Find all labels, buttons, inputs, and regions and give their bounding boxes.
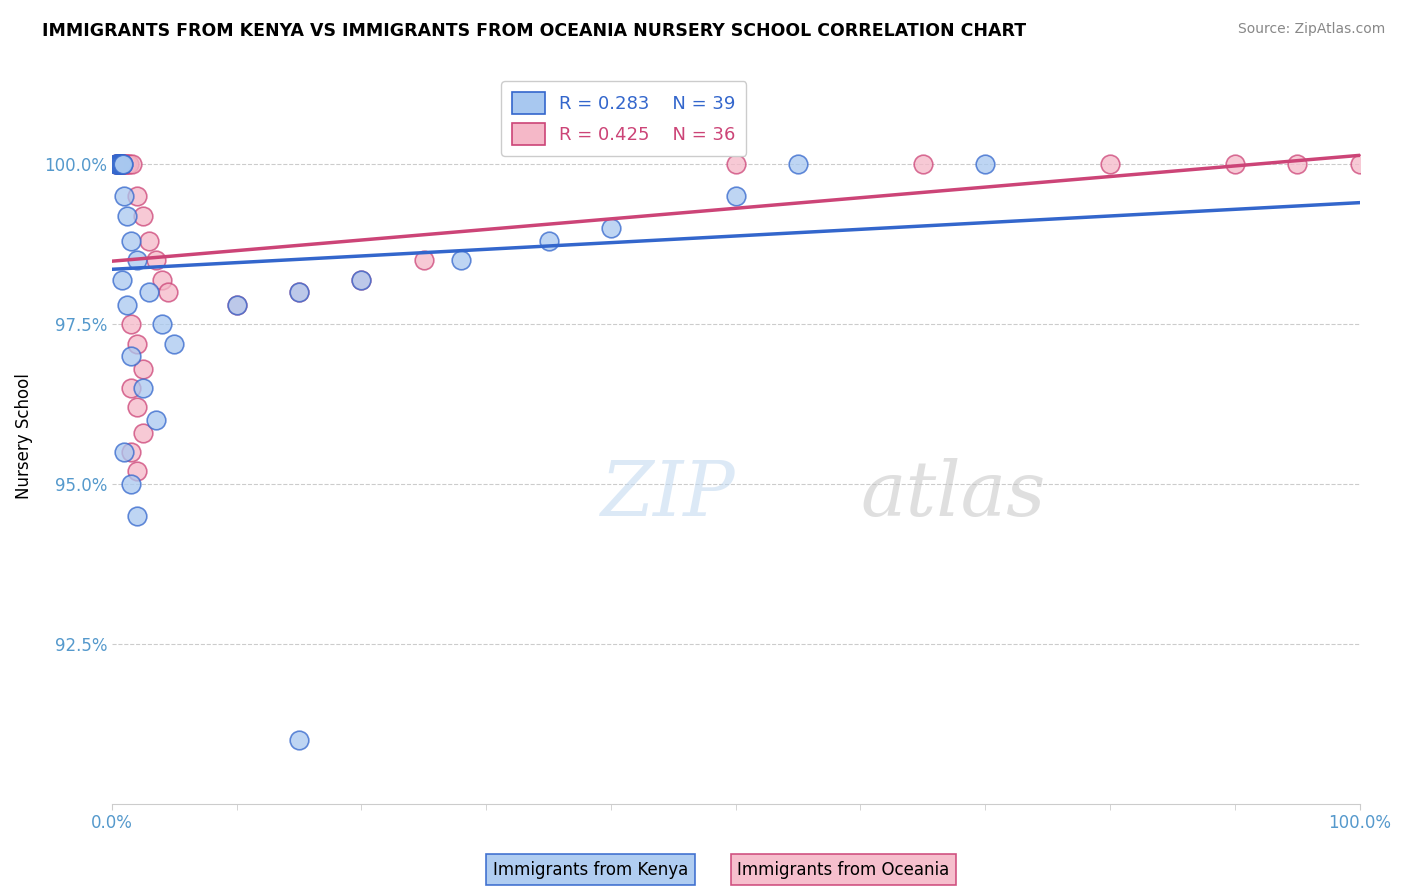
Point (111, 157, 134, 171)
Point (350, 272, 373, 286)
Point (114, 189, 136, 203)
Point (125, 253, 148, 268)
Point (974, 157, 997, 171)
Point (145, 413, 167, 427)
Point (120, 445, 142, 459)
Point (114, 445, 136, 459)
Point (288, 285, 311, 300)
Point (107, 157, 129, 171)
Point (108, 157, 131, 171)
Point (114, 157, 136, 171)
Point (107, 157, 129, 171)
Point (132, 362, 155, 376)
Point (138, 285, 160, 300)
Point (108, 157, 131, 171)
Point (138, 234, 160, 248)
Point (120, 477, 142, 491)
Text: atlas: atlas (860, 458, 1046, 533)
Text: Immigrants from Oceania: Immigrants from Oceania (738, 861, 949, 879)
Point (1098, 157, 1121, 171)
Point (111, 157, 134, 171)
Point (120, 381, 142, 395)
Point (600, 221, 623, 235)
Text: Immigrants from Kenya: Immigrants from Kenya (494, 861, 688, 879)
Point (450, 253, 472, 268)
Point (120, 318, 142, 332)
Point (132, 209, 155, 223)
Legend: R = 0.283    N = 39, R = 0.425    N = 36: R = 0.283 N = 39, R = 0.425 N = 36 (502, 81, 747, 156)
Point (412, 253, 434, 268)
Point (163, 336, 186, 351)
Point (105, 157, 128, 171)
Point (1286, 157, 1309, 171)
Point (112, 157, 135, 171)
Point (112, 157, 135, 171)
Point (537, 234, 560, 248)
Point (104, 157, 127, 171)
Text: IMMIGRANTS FROM KENYA VS IMMIGRANTS FROM OCEANIA NURSERY SCHOOL CORRELATION CHAR: IMMIGRANTS FROM KENYA VS IMMIGRANTS FROM… (42, 22, 1026, 40)
Point (1223, 157, 1246, 171)
Point (132, 381, 155, 395)
Point (125, 336, 148, 351)
Point (288, 733, 311, 747)
Point (111, 157, 134, 171)
Point (288, 285, 311, 300)
Point (125, 465, 148, 479)
Point (115, 298, 138, 312)
Point (110, 157, 132, 171)
Point (115, 209, 138, 223)
Point (115, 157, 138, 171)
Point (105, 157, 128, 171)
Point (104, 157, 127, 171)
Point (110, 157, 132, 171)
Point (121, 157, 143, 171)
Point (108, 157, 131, 171)
Text: ZIP: ZIP (602, 458, 735, 533)
Point (225, 298, 247, 312)
Point (787, 157, 810, 171)
Point (225, 298, 247, 312)
Point (132, 425, 155, 440)
Point (1348, 157, 1371, 171)
Point (125, 189, 148, 203)
Point (107, 157, 129, 171)
Point (145, 253, 167, 268)
Text: Source: ZipAtlas.com: Source: ZipAtlas.com (1237, 22, 1385, 37)
Point (120, 234, 142, 248)
Point (724, 157, 747, 171)
Point (125, 509, 148, 524)
Point (105, 157, 128, 171)
Point (114, 157, 136, 171)
Point (724, 189, 747, 203)
Point (110, 157, 132, 171)
Point (350, 272, 373, 286)
Point (111, 272, 134, 286)
Y-axis label: Nursery School: Nursery School (15, 374, 32, 500)
Point (118, 157, 141, 171)
Point (125, 401, 148, 415)
Point (157, 285, 180, 300)
Point (150, 318, 173, 332)
Point (911, 157, 934, 171)
Point (108, 157, 131, 171)
Point (120, 349, 142, 363)
Point (150, 272, 173, 286)
Point (107, 157, 129, 171)
